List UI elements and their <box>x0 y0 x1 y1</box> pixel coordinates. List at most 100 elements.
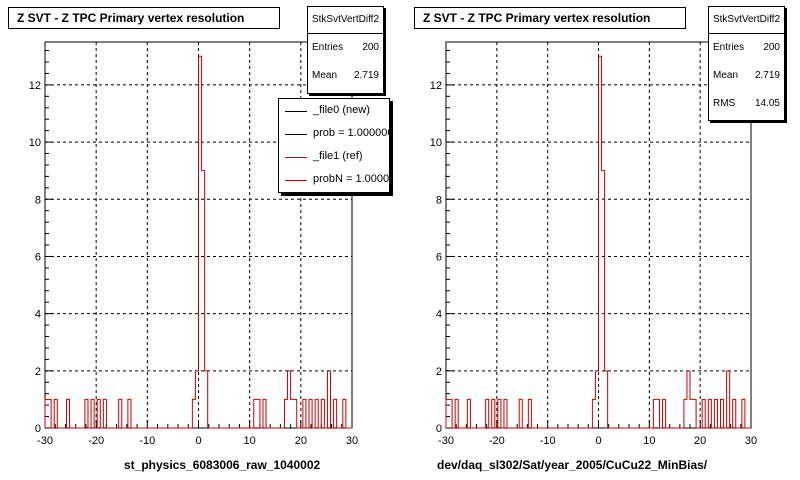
right-histogram-bin <box>492 399 495 428</box>
right-y-tick-label: 4 <box>436 309 442 321</box>
left-x-tick-label: 30 <box>346 435 358 447</box>
left-stats-mean: Mean 2.719 <box>312 70 379 81</box>
left-histogram-bin <box>315 399 318 428</box>
right-histogram-bin <box>687 371 690 428</box>
legend-swatch-file1 <box>285 157 307 158</box>
right-histogram-bin <box>504 399 507 428</box>
left-title-box: Z SVT - Z TPC Primary vertex resolution <box>8 7 280 29</box>
legend-entry-probn: probN = 1.000000 <box>279 169 389 192</box>
left-histogram-ref <box>44 55 352 429</box>
left-histogram-bin <box>291 399 294 428</box>
left-x-tick-label: 20 <box>295 435 307 447</box>
left-histogram-bin <box>327 371 330 428</box>
left-histogram-bin <box>128 399 131 428</box>
left-histogram-bin <box>119 399 122 428</box>
left-histogram-bin <box>334 399 337 428</box>
right-stats-mean: Mean 2.719 <box>713 70 780 81</box>
right-histogram-ref <box>445 55 751 429</box>
left-legend: _file0 (new) prob = 1.000000 _file1 (ref… <box>278 98 390 193</box>
left-histogram-bin <box>97 399 100 428</box>
left-histogram-bin <box>66 399 69 428</box>
left-histogram-bin <box>284 399 287 428</box>
right-x-tick-label: -10 <box>540 435 556 447</box>
left-x-tick-label: -20 <box>88 435 104 447</box>
right-histogram-bin <box>702 399 705 428</box>
legend-entry-prob: prob = 1.000000 <box>279 123 389 146</box>
right-x-tick-label: 10 <box>643 435 655 447</box>
right-histogram-bin <box>455 399 458 428</box>
left-histogram-bin <box>321 399 324 428</box>
right-y-tick-label: 6 <box>436 251 442 263</box>
left-y-tick-label: 10 <box>29 137 41 149</box>
right-histogram-bin <box>663 399 666 428</box>
right-histogram-bin <box>446 399 449 428</box>
legend-swatch-file0 <box>285 111 307 112</box>
left-histogram-bin <box>294 399 297 428</box>
left-y-tick-label: 4 <box>35 309 41 321</box>
left-y-tick-label: 8 <box>35 194 41 206</box>
right-stats-box: StkSvtVertDiff2 Entries 200 Mean 2.719 R… <box>708 6 785 121</box>
right-x-tick-label: 30 <box>745 435 757 447</box>
left-histogram-bin <box>205 371 208 428</box>
right-stats-rms: RMS 14.05 <box>713 98 780 109</box>
left-histogram-bin <box>199 56 202 428</box>
left-y-tick-label: 6 <box>35 251 41 263</box>
left-y-tick-label: 0 <box>35 423 41 435</box>
right-histogram-bin <box>742 399 745 428</box>
right-x-axis-title: dev/daq_sl302/Sat/year_2005/CuCu22_MinBi… <box>437 458 708 472</box>
left-x-tick-label: -30 <box>37 435 53 447</box>
left-histogram-bin <box>54 399 57 428</box>
left-x-tick-label: -10 <box>139 435 155 447</box>
right-histogram-bin <box>498 399 501 428</box>
left-histogram-bin <box>195 371 198 428</box>
left-histogram-bin <box>202 171 205 428</box>
left-histogram-bin <box>309 399 312 428</box>
left-stats-box: StkSvtVertDiff2 Entries 200 Mean 2.719 <box>307 6 384 94</box>
left-histogram-bin <box>48 399 51 428</box>
left-x-tick-label: 10 <box>244 435 256 447</box>
left-y-tick-label: 2 <box>35 366 41 378</box>
right-x-tick-label: -20 <box>489 435 505 447</box>
right-histogram-bin <box>721 399 724 428</box>
left-histogram-bin <box>263 399 266 428</box>
right-histogram-bin <box>693 399 696 428</box>
right-y-tick-label: 10 <box>430 137 442 149</box>
left-stats-name: StkSvtVertDiff2 <box>308 7 383 34</box>
left-title: Z SVT - Z TPC Primary vertex resolution <box>17 11 245 25</box>
right-histogram-bin <box>684 399 687 428</box>
right-histogram-bin <box>714 399 717 428</box>
right-histogram-bin <box>602 171 605 428</box>
right-histogram-bin <box>449 399 452 428</box>
left-histogram-bin <box>254 399 257 428</box>
right-histogram-bin <box>690 399 693 428</box>
right-y-tick-label: 12 <box>430 80 442 92</box>
right-x-tick-label: 0 <box>595 435 601 447</box>
right-histogram-bin <box>599 56 602 428</box>
right-y-tick-label: 8 <box>436 194 442 206</box>
left-histogram-bin <box>85 399 88 428</box>
left-histogram-bin <box>103 399 106 428</box>
legend-swatch-prob <box>285 134 307 135</box>
right-stats-entries: Entries 200 <box>713 42 780 53</box>
left-histogram-bin <box>91 399 94 428</box>
left-histogram-bin <box>257 399 260 428</box>
right-histogram-bin <box>467 399 470 428</box>
right-histogram-bin <box>605 371 608 428</box>
right-histogram-bin <box>656 399 659 428</box>
legend-entry-file0: _file0 (new) <box>279 100 389 123</box>
right-histogram-bin <box>592 399 595 428</box>
right-histogram-bin <box>708 399 711 428</box>
right-histogram-bin <box>528 399 531 428</box>
right-x-tick-label: 20 <box>694 435 706 447</box>
right-stats-name: StkSvtVertDiff2 <box>709 7 784 34</box>
left-histogram-bin <box>343 399 346 428</box>
left-histogram-bin <box>192 399 195 428</box>
right-histogram-bin <box>733 399 736 428</box>
left-histogram-bin <box>303 399 306 428</box>
right-histogram-bin <box>727 371 730 428</box>
left-histogram-bin <box>45 399 48 428</box>
right-histogram-bin <box>486 399 489 428</box>
left-x-axis-title: st_physics_6083006_raw_1040002 <box>124 458 321 472</box>
right-histogram-bin <box>595 371 598 428</box>
